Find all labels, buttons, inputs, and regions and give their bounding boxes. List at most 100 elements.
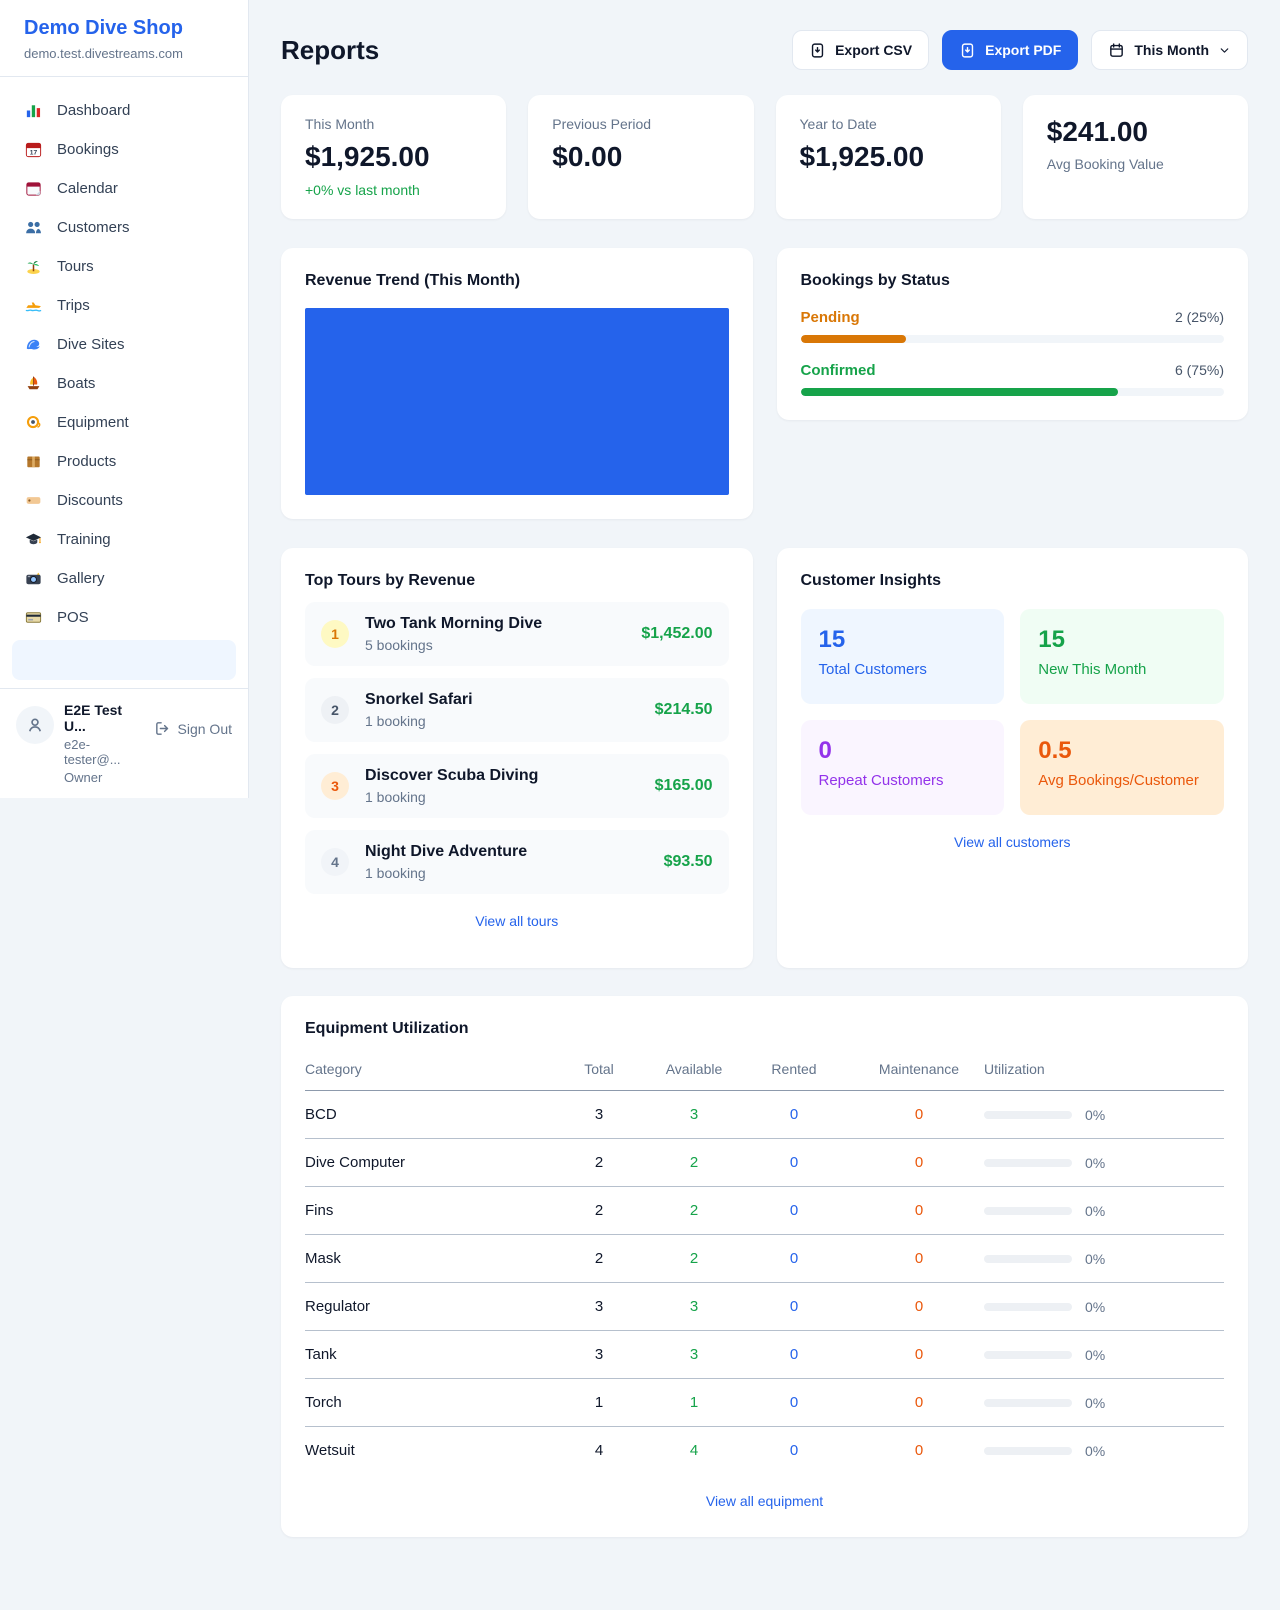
insights-row: Top Tours by Revenue 1 Two Tank Morning … (281, 548, 1248, 968)
card-title: Bookings by Status (800, 272, 950, 289)
col-total: Total (584, 1061, 614, 1077)
sidebar-item-boats[interactable]: Boats (12, 364, 236, 403)
wave-icon (24, 335, 43, 354)
equipment-table: Category Total Available Rented Maintena… (305, 1053, 1224, 1474)
cell-category: Fins (305, 1202, 334, 1219)
cell-total: 3 (594, 1298, 604, 1315)
col-available: Available (665, 1061, 723, 1077)
utilization-bar (984, 1254, 1072, 1263)
tour-name: Two Tank Morning Dive (365, 615, 543, 632)
sidebar-item-customers[interactable]: Customers (12, 208, 236, 247)
sidebar-item-gallery[interactable]: Gallery (12, 559, 236, 598)
view-all-equipment-link[interactable]: View all equipment (705, 1493, 824, 1509)
status-row-pending: Pending 2 (25%) (800, 309, 1224, 343)
export-pdf-button[interactable]: Export PDF (942, 30, 1079, 70)
view-all-customers-link[interactable]: View all customers (954, 834, 1071, 850)
sidebar-item-label: Bookings (57, 141, 119, 158)
tile-label: Total Customers (818, 661, 927, 678)
sidebar-item-equipment[interactable]: Equipment (12, 403, 236, 442)
cell-available: 3 (689, 1106, 699, 1123)
cell-rented: 0 (789, 1154, 799, 1171)
cell-maintenance: 0 (914, 1394, 924, 1411)
package-icon (24, 452, 43, 471)
export-csv-button[interactable]: Export CSV (792, 30, 930, 70)
sidebar-item-training[interactable]: Training (12, 520, 236, 559)
cell-utilization: 0% (984, 1395, 1224, 1411)
utilization-bar (984, 1158, 1072, 1167)
sidebar-item-bookings[interactable]: 17 Bookings (12, 130, 236, 169)
brand-domain: demo.test.divestreams.com (24, 46, 183, 61)
tour-bookings: 1 booking (365, 789, 426, 805)
status-count: 6 (75%) (1174, 362, 1224, 378)
graduation-cap-icon (24, 530, 43, 549)
chevron-down-icon (1220, 47, 1229, 53)
utilization-bar (984, 1350, 1072, 1359)
sidebar-item-label: Calendar (57, 180, 118, 197)
top-tours-card: Top Tours by Revenue 1 Two Tank Morning … (281, 548, 753, 968)
progress-track (800, 388, 1224, 396)
sidebar-item-label: Discounts (57, 492, 123, 509)
cell-utilization: 0% (984, 1443, 1224, 1459)
main-content: Reports Export CSV Export PDF This Month… (249, 0, 1280, 1567)
sidebar-item-discounts[interactable]: Discounts (12, 481, 236, 520)
rank-badge: 2 (321, 696, 349, 724)
tour-bookings: 5 bookings (365, 637, 433, 653)
sidebar-item-products[interactable]: Products (12, 442, 236, 481)
sidebar-item-pos[interactable]: POS (12, 598, 236, 637)
bookings-by-status-card: Bookings by Status Pending 2 (25%) Confi… (776, 248, 1248, 420)
cell-rented: 0 (789, 1394, 799, 1411)
view-all-tours-link[interactable]: View all tours (475, 913, 559, 929)
stat-card-this-month: This Month $1,925.00 +0% vs last month (281, 95, 507, 219)
sidebar-item-dashboard[interactable]: Dashboard (12, 91, 236, 130)
cell-available: 2 (689, 1202, 699, 1219)
tile-label: New This Month (1038, 661, 1147, 678)
cell-available: 2 (689, 1154, 699, 1171)
sidebar-item-calendar[interactable]: Calendar (12, 169, 236, 208)
tour-amount: $93.50 (663, 853, 713, 870)
page-title: Reports (281, 34, 380, 65)
tour-name: Snorkel Safari (365, 691, 473, 708)
progress-fill (800, 388, 1119, 396)
customer-insights-card: Customer Insights 15 Total Customers 15 … (776, 548, 1248, 968)
stat-delta: +0% vs last month (305, 182, 420, 198)
cell-total: 2 (594, 1250, 604, 1267)
stat-card-year-to-date: Year to Date $1,925.00 (775, 95, 1001, 219)
cell-category: Regulator (305, 1298, 371, 1315)
table-row: Fins 2 2 0 0 0% (305, 1187, 1224, 1235)
sidebar-item-label: Tours (57, 258, 94, 275)
sidebar-item-trips[interactable]: Trips (12, 286, 236, 325)
col-maintenance: Maintenance (878, 1061, 960, 1077)
cell-total: 3 (594, 1106, 604, 1123)
utilization-bar (984, 1398, 1072, 1407)
stat-card-previous-period: Previous Period $0.00 (528, 95, 754, 219)
sidebar-item-tours[interactable]: Tours (12, 247, 236, 286)
sidebar-item-dive-sites[interactable]: Dive Sites (12, 325, 236, 364)
stat-value: $1,925.00 (305, 141, 430, 172)
sidebar: Demo Dive Shop demo.test.divestreams.com… (0, 0, 249, 798)
cell-total: 2 (594, 1154, 604, 1171)
tour-bookings: 1 booking (365, 713, 426, 729)
tile-value: 0 (818, 737, 832, 764)
tour-row: 2 Snorkel Safari 1 booking $214.50 (305, 678, 729, 742)
cell-maintenance: 0 (914, 1346, 924, 1363)
tile-value: 0.5 (1038, 737, 1072, 764)
user-email: e2e-tester@... (64, 737, 121, 767)
sidebar-item-label: Dashboard (57, 102, 131, 119)
table-row: Mask 2 2 0 0 0% (305, 1235, 1224, 1283)
tile-label: Repeat Customers (818, 772, 944, 789)
utilization-bar (984, 1110, 1072, 1119)
stat-label: Year to Date (799, 116, 877, 132)
sidebar-item-reports-partial[interactable] (12, 640, 236, 680)
rank-badge: 1 (321, 620, 349, 648)
cell-category: Torch (305, 1394, 342, 1411)
notepad-calendar-icon (24, 179, 43, 198)
sidebar-item-label: Trips (57, 297, 90, 314)
cell-rented: 0 (789, 1298, 799, 1315)
period-dropdown[interactable]: This Month (1091, 30, 1248, 70)
sign-out-button[interactable]: Sign Out (154, 720, 232, 737)
credit-card-icon (24, 608, 43, 627)
col-category: Category (305, 1061, 362, 1077)
status-label: Confirmed (800, 362, 876, 379)
card-title: Customer Insights (800, 572, 941, 589)
camera-icon (24, 569, 43, 588)
